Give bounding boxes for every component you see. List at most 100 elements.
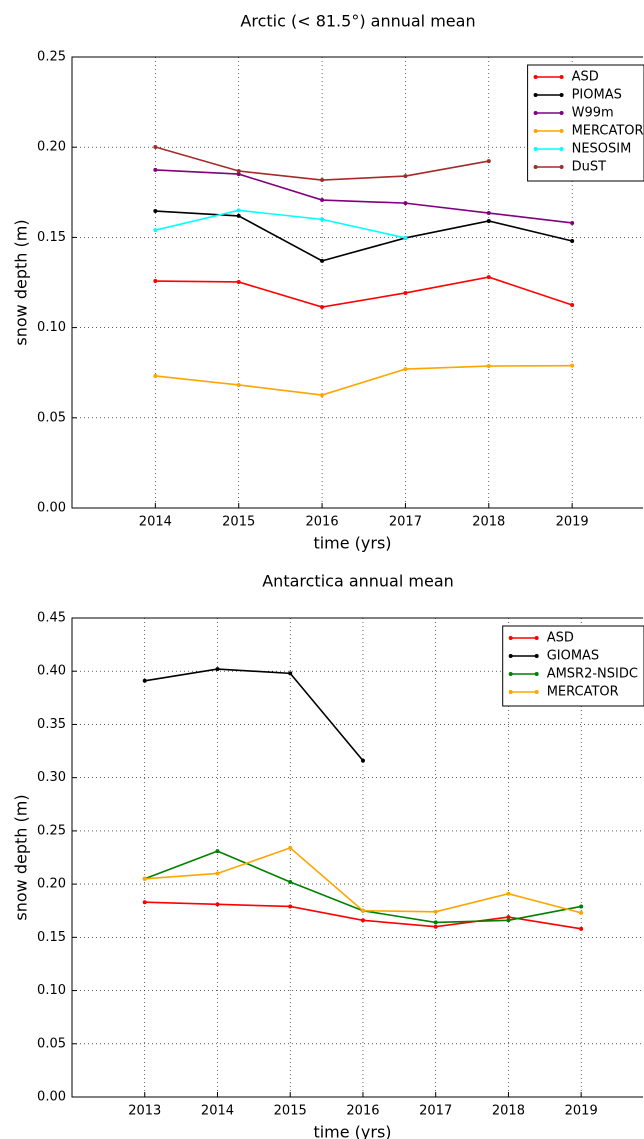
series-line — [155, 210, 573, 262]
data-point — [570, 220, 575, 225]
legend-marker — [533, 111, 538, 115]
data-point — [486, 218, 491, 223]
y-tick-label: 0.20 — [37, 877, 66, 892]
x-tick-label: 2016 — [306, 515, 339, 530]
legend-marker — [534, 672, 539, 676]
legend-marker — [533, 165, 538, 169]
data-point — [236, 169, 241, 174]
data-point — [215, 667, 220, 672]
x-tick-label: 2014 — [139, 515, 172, 530]
legend-marker — [508, 636, 513, 640]
x-tick-label: 2017 — [419, 1104, 452, 1119]
data-point — [403, 367, 408, 372]
data-point — [570, 363, 575, 368]
legend-marker — [559, 129, 564, 133]
data-point — [486, 364, 491, 369]
data-point — [288, 671, 293, 676]
data-point — [486, 211, 491, 216]
x-tick-label: 2017 — [389, 515, 422, 530]
data-point — [570, 239, 575, 244]
legend-marker — [533, 93, 538, 97]
data-point — [403, 174, 408, 179]
series-line — [155, 364, 573, 396]
data-point — [320, 178, 325, 183]
data-point — [153, 209, 158, 214]
data-point — [433, 920, 438, 925]
chart-title: Arctic (< 81.5°) annual mean — [240, 12, 475, 31]
data-point — [486, 159, 491, 164]
data-point — [288, 845, 293, 850]
legend-marker — [559, 111, 564, 115]
data-point — [142, 876, 147, 881]
legend-label: ASD — [572, 70, 599, 85]
legend-label: DuST — [572, 160, 607, 175]
legend-label: ASD — [547, 631, 574, 646]
legend-label: GIOMAS — [547, 649, 600, 664]
axes-frame — [71, 617, 643, 1098]
data-point — [433, 924, 438, 929]
y-tick-label: 0.20 — [37, 140, 66, 155]
data-point — [320, 217, 325, 222]
data-point — [153, 279, 158, 284]
x-tick-label: 2019 — [565, 1104, 598, 1119]
data-point — [288, 904, 293, 909]
x-axis-label: time (yrs) — [313, 534, 391, 553]
data-point — [142, 900, 147, 905]
y-tick-label: 0.15 — [37, 930, 66, 945]
legend-marker — [533, 147, 538, 151]
y-axis-label: snow depth (m) — [12, 794, 31, 920]
data-point — [236, 382, 241, 387]
x-tick-label: 2015 — [222, 515, 255, 530]
legend-marker — [559, 93, 564, 97]
y-tick-label: 0.00 — [37, 501, 66, 516]
data-point — [153, 228, 158, 233]
legend-label: MERCATOR — [572, 124, 644, 139]
series-line — [155, 209, 406, 239]
x-tick-label: 2015 — [274, 1104, 307, 1119]
data-point — [360, 758, 365, 763]
data-point — [360, 908, 365, 913]
series-line — [155, 146, 489, 181]
data-point — [320, 198, 325, 203]
legend-marker — [559, 75, 564, 79]
data-point — [403, 235, 408, 240]
y-axis-label: snow depth (m) — [12, 219, 31, 345]
legend-marker — [508, 654, 513, 658]
data-point — [153, 145, 158, 150]
data-point — [236, 208, 241, 213]
series-line — [155, 276, 573, 308]
legend-marker — [533, 129, 538, 133]
legend-box — [527, 64, 644, 182]
x-tick-label: 2013 — [128, 1104, 161, 1119]
x-tick-label: 2019 — [556, 515, 589, 530]
data-point — [153, 373, 158, 378]
data-point — [506, 918, 511, 923]
data-point — [433, 909, 438, 914]
legend-label: W99m — [572, 106, 614, 121]
x-tick-label: 2018 — [492, 1104, 525, 1119]
data-point — [215, 849, 220, 854]
data-point — [320, 305, 325, 310]
legend-marker — [559, 147, 564, 151]
y-tick-label: 0.15 — [37, 230, 66, 245]
data-point — [288, 879, 293, 884]
series-line — [144, 668, 364, 762]
legend-label: PIOMAS — [572, 88, 622, 103]
x-tick-label: 2018 — [472, 515, 505, 530]
data-point — [570, 303, 575, 308]
data-point — [153, 167, 158, 172]
axes-frame — [71, 56, 643, 509]
data-point — [236, 279, 241, 284]
y-tick-label: 0.00 — [37, 1090, 66, 1105]
y-tick-label: 0.25 — [37, 823, 66, 838]
x-tick-label: 2014 — [201, 1104, 234, 1119]
y-tick-label: 0.45 — [37, 611, 66, 626]
legend-label: AMSR2-NSIDC — [547, 667, 638, 682]
chart-title: Antarctica annual mean — [262, 572, 454, 591]
data-point — [579, 926, 584, 931]
y-tick-label: 0.05 — [37, 1036, 66, 1051]
data-point — [360, 918, 365, 923]
legend-label: NESOSIM — [572, 142, 632, 157]
y-tick-label: 0.30 — [37, 770, 66, 785]
